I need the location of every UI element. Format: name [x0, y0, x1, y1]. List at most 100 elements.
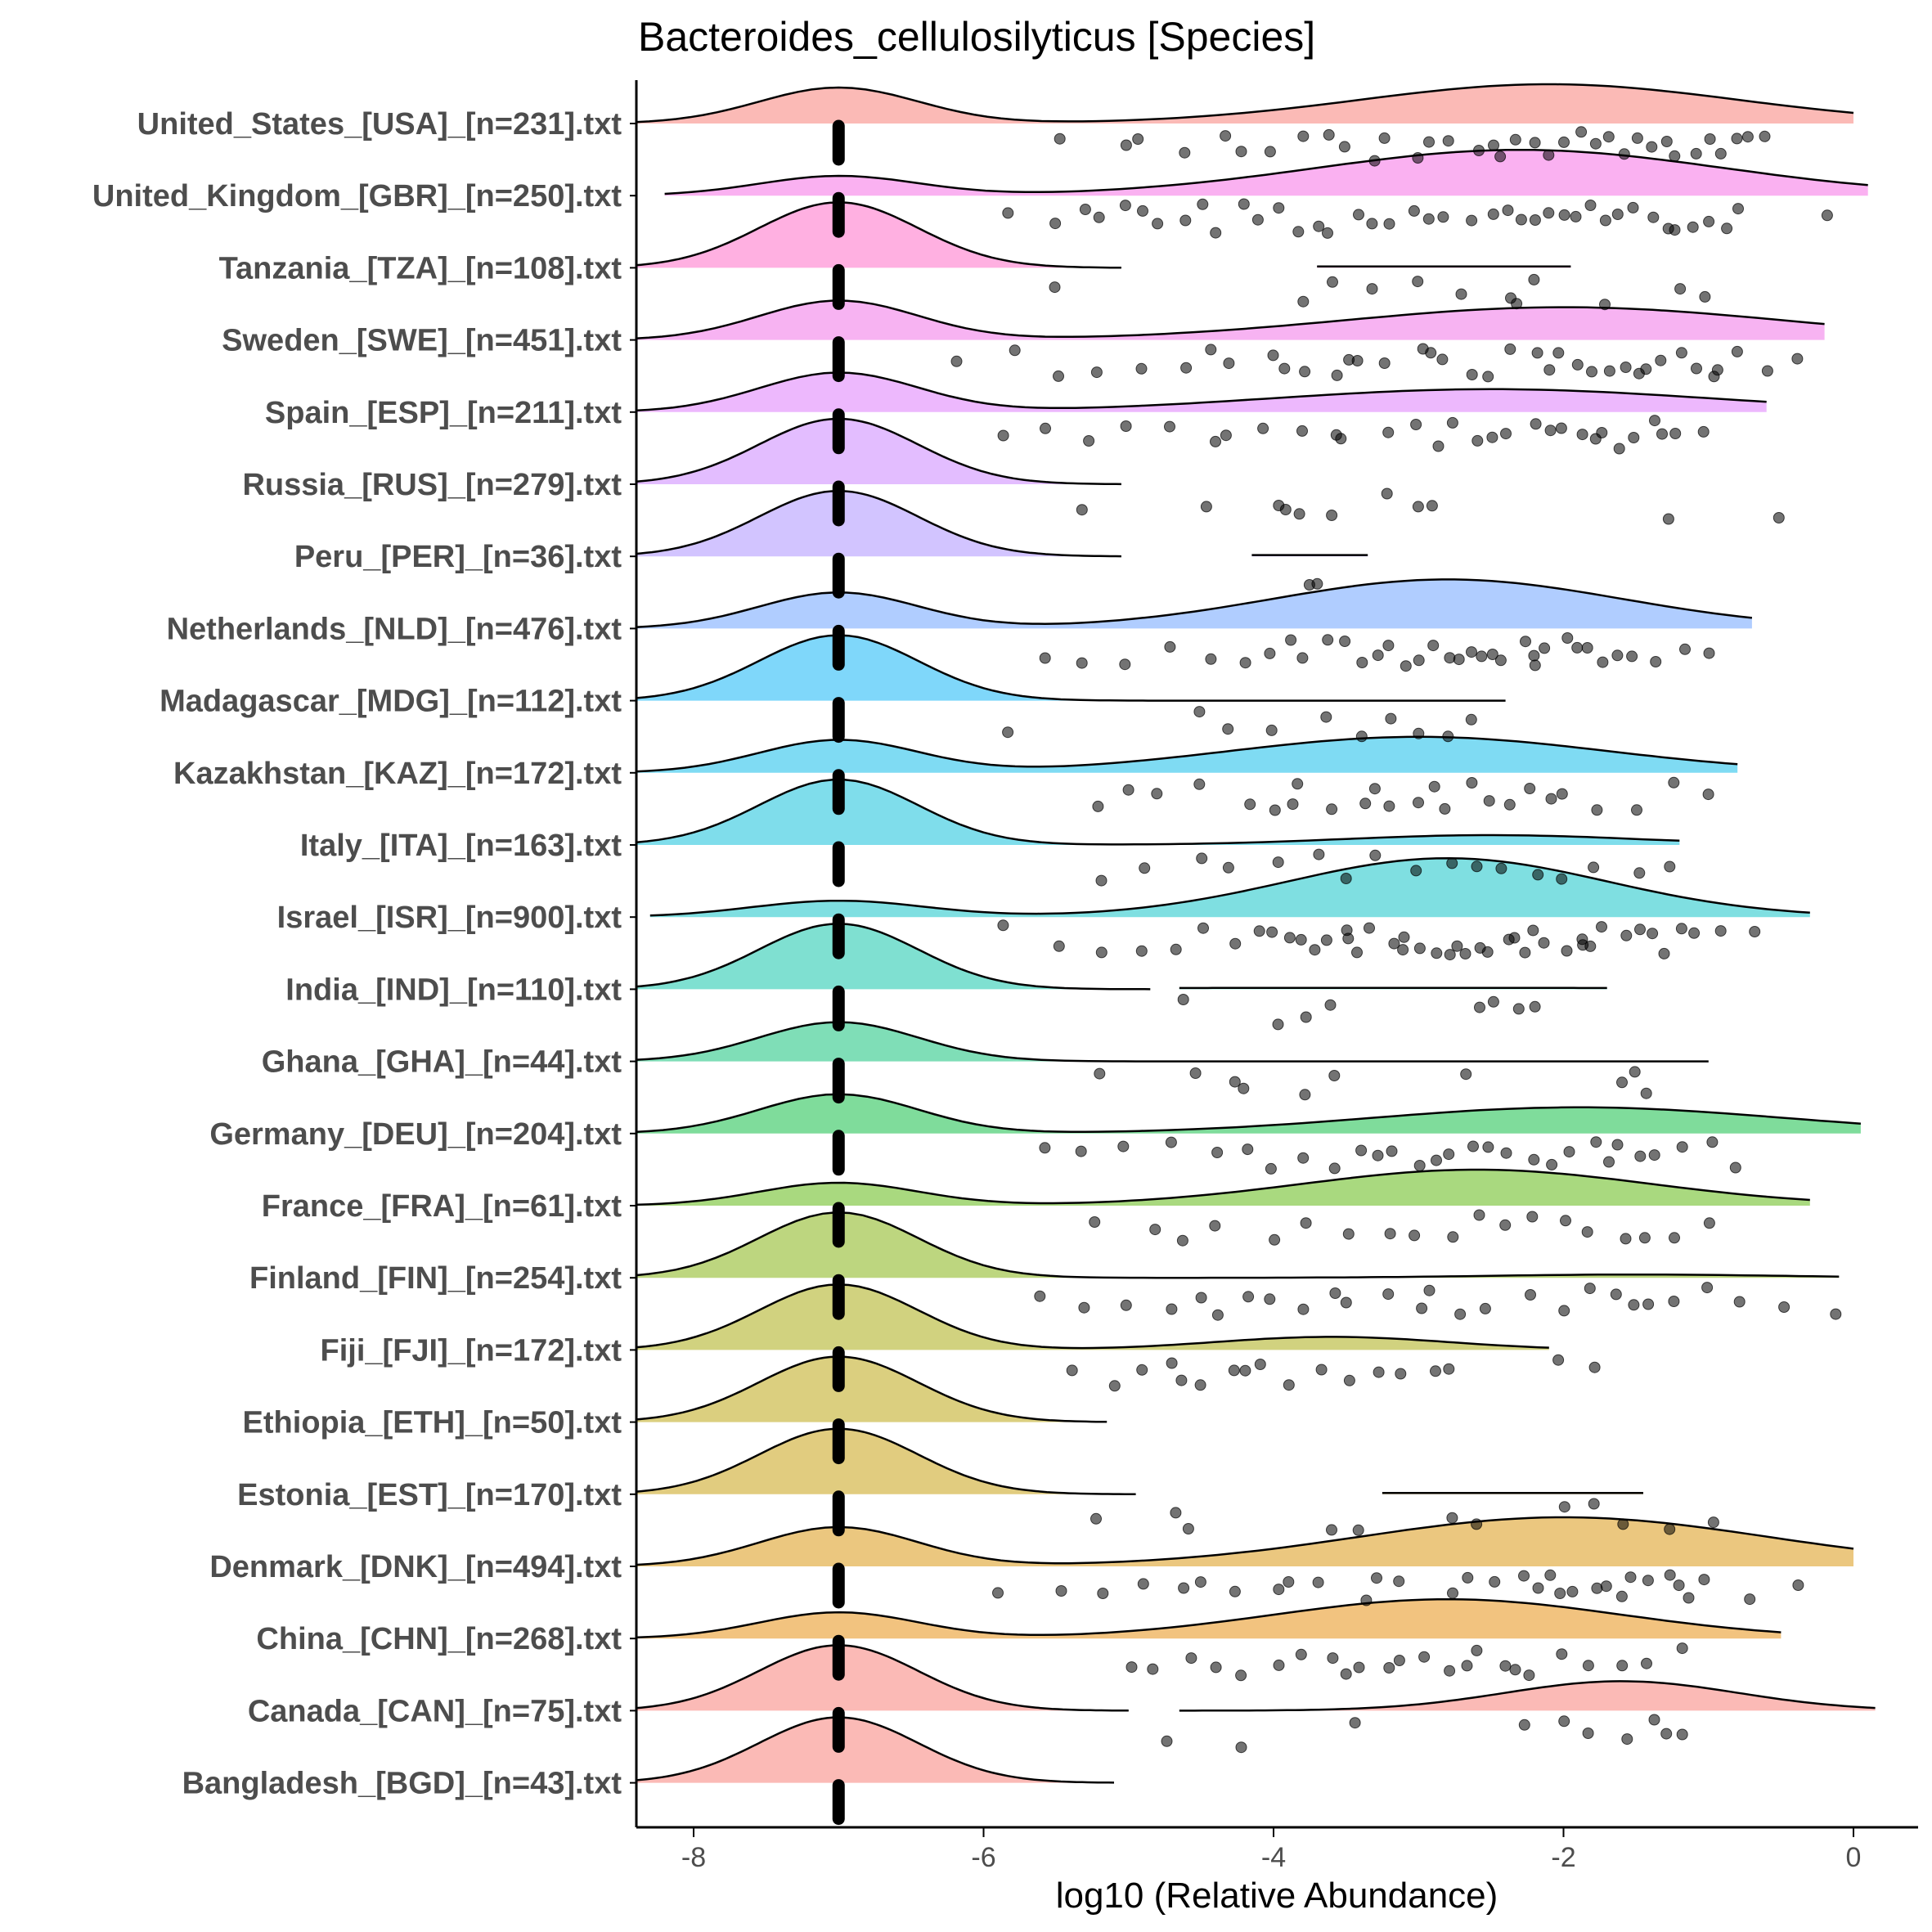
point-china-chn-n-268-1	[1147, 1663, 1159, 1675]
point-netherlands-nld-n-476-28	[1520, 636, 1531, 648]
point-china-chn-n-268-13	[1499, 1660, 1512, 1672]
point-tanzania-tza-n-108-2	[1327, 276, 1338, 288]
point-canada-can-n-75-4	[1582, 1728, 1594, 1739]
point-germany-deu-n-204-21	[1706, 1136, 1719, 1148]
point-denmark-dnk-n-494-18	[1792, 1579, 1804, 1591]
point-kazakhstan-kaz-n-172-12	[1466, 777, 1478, 789]
point-united-kingdom-gbr-n-250-6	[1210, 227, 1222, 239]
point-netherlands-nld-n-476-26	[1453, 654, 1465, 666]
point-ghana-gha-n-44-2	[1229, 1076, 1241, 1088]
point-united-kingdom-gbr-n-250-26	[1079, 204, 1091, 215]
point-sweden-swe-n-451-19	[1620, 362, 1632, 373]
point-denmark-dnk-n-494-23	[1544, 1569, 1557, 1581]
point-estonia-est-n-170-9	[1617, 1518, 1629, 1530]
point-kazakhstan-kaz-n-172-9	[1383, 800, 1395, 812]
point-sweden-swe-n-451-27	[1278, 362, 1291, 375]
point-sweden-swe-n-451-1	[1009, 344, 1021, 357]
point-united-states-usa-n-231-19	[1132, 133, 1144, 145]
point-germany-deu-n-204-22	[1729, 1161, 1741, 1174]
point-tanzania-tza-n-108-10	[1699, 290, 1711, 303]
point-spain-esp-n-211-27	[1596, 427, 1608, 438]
point-netherlands-nld-n-476-13	[1476, 650, 1488, 663]
density-outline-kazakhstan-kaz-n-172	[636, 735, 1738, 773]
density-outline-tanzania-tza-n-108	[635, 201, 1121, 269]
point-sweden-swe-n-451-5	[1180, 362, 1193, 374]
point-israel-isr-n-900-31	[1444, 949, 1456, 961]
point-denmark-dnk-n-494-22	[1462, 1571, 1474, 1584]
point-spain-esp-n-211-18	[1649, 415, 1660, 427]
point-kazakhstan-kaz-n-172-15	[1556, 788, 1568, 800]
point-madagascar-mdg-n-112-4	[1320, 711, 1332, 723]
point-russia-rus-n-279-3	[1279, 504, 1292, 515]
point-spain-esp-n-211-11	[1446, 416, 1458, 429]
density-fill-finland-fin-n-254	[636, 1212, 1840, 1278]
point-united-states-usa-n-231-15	[1660, 136, 1673, 147]
point-finland-fin-n-254-6	[1264, 1293, 1276, 1305]
point-spain-esp-n-211-22	[1330, 429, 1342, 441]
point-italy-ita-n-163-12	[1532, 869, 1544, 881]
point-tanzania-tza-n-108-5	[1455, 288, 1467, 300]
point-finland-fin-n-254-25	[1423, 1284, 1436, 1296]
point-united-states-usa-n-231-11	[1543, 149, 1555, 161]
point-china-chn-n-268-7	[1327, 1652, 1339, 1665]
point-germany-deu-n-204-23	[1372, 1149, 1384, 1161]
point-spain-esp-n-211-12	[1471, 434, 1484, 447]
point-india-ind-n-110-3	[1324, 999, 1337, 1011]
density-outline-bangladesh-bgd-n-43	[635, 1716, 1115, 1784]
point-united-states-usa-n-231-33	[1473, 145, 1485, 156]
point-italy-ita-n-163-7	[1369, 849, 1382, 861]
point-ghana-gha-n-44-1	[1189, 1067, 1202, 1079]
point-sweden-swe-n-451-7	[1267, 349, 1279, 362]
point-israel-isr-n-900-5	[1197, 922, 1209, 934]
point-sweden-swe-n-451-29	[1425, 347, 1437, 359]
point-estonia-est-n-170-1	[1170, 1507, 1182, 1519]
point-france-fra-n-61-9	[1447, 1231, 1459, 1243]
point-united-kingdom-gbr-n-250-28	[1197, 198, 1209, 210]
density-fill-israel-isr-n-900	[649, 858, 1810, 918]
point-france-fra-n-61-15	[1620, 1233, 1632, 1245]
point-netherlands-nld-n-476-8	[1322, 634, 1334, 646]
point-finland-fin-n-254-4	[1195, 1292, 1207, 1304]
density-fill-india-ind-n-110	[636, 923, 1151, 990]
point-united-kingdom-gbr-n-250-41	[1721, 222, 1733, 235]
point-united-states-usa-n-231-0	[1054, 133, 1066, 145]
point-france-fra-n-61-10	[1473, 1209, 1485, 1221]
point-madagascar-mdg-n-112-7	[1413, 727, 1425, 739]
density-fill-upper-canada-can-n-75	[1179, 1681, 1876, 1711]
y-label-israel-isr-n-900: Israel_[ISR]_[n=900].txt	[277, 901, 622, 935]
point-israel-isr-n-900-19	[1596, 921, 1607, 933]
point-germany-deu-n-204-17	[1590, 1136, 1602, 1148]
point-united-states-usa-n-231-35	[1704, 133, 1716, 145]
point-madagascar-mdg-n-112-5	[1355, 730, 1368, 743]
density-outline-spain-esp-n-211	[636, 371, 1767, 412]
y-label-estonia-est-n-170: Estonia_[EST]_[n=170].txt	[237, 1478, 622, 1512]
y-label-united-kingdom-gbr-n-250: United_Kingdom_[GBR]_[n=250].txt	[92, 179, 622, 213]
point-fiji-fji-n-172-0	[1066, 1364, 1078, 1377]
point-germany-deu-n-204-11	[1413, 1160, 1426, 1171]
point-germany-deu-n-204-12	[1443, 1148, 1455, 1161]
point-finland-fin-n-254-5	[1242, 1291, 1255, 1303]
point-spain-esp-n-211-15	[1555, 422, 1567, 434]
density-outline-france-fra-n-61	[636, 1168, 1810, 1206]
point-china-chn-n-268-5	[1273, 1659, 1285, 1671]
point-israel-isr-n-900-43	[1647, 928, 1659, 940]
point-netherlands-nld-n-476-30	[1571, 641, 1584, 654]
point-finland-fin-n-254-2	[1120, 1299, 1132, 1311]
point-sweden-swe-n-451-25	[1791, 353, 1804, 365]
point-madagascar-mdg-n-112-2	[1222, 723, 1234, 735]
point-estonia-est-n-170-10	[1664, 1523, 1676, 1535]
point-russia-rus-n-279-8	[1426, 500, 1438, 512]
point-spain-esp-n-211-4	[1164, 420, 1175, 433]
point-italy-ita-n-163-8	[1410, 865, 1422, 877]
point-china-chn-n-268-16	[1582, 1660, 1594, 1672]
point-united-kingdom-gbr-n-250-14	[1437, 211, 1449, 223]
point-estonia-est-n-170-4	[1352, 1524, 1364, 1536]
point-sweden-swe-n-451-26	[1205, 344, 1217, 356]
point-estonia-est-n-170-0	[1090, 1512, 1102, 1525]
point-netherlands-nld-n-476-5	[1239, 657, 1251, 669]
point-china-chn-n-268-6	[1295, 1648, 1307, 1660]
point-germany-deu-n-204-25	[1482, 1141, 1494, 1153]
point-sweden-swe-n-451-13	[1436, 353, 1449, 366]
point-denmark-dnk-n-494-7	[1312, 1576, 1324, 1588]
point-france-fra-n-61-4	[1269, 1233, 1281, 1246]
